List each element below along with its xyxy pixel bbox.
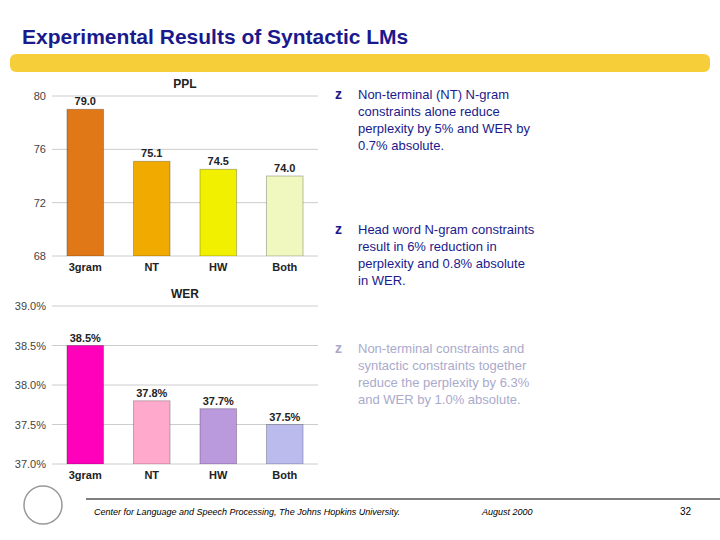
bars xyxy=(67,109,303,256)
bar xyxy=(200,409,237,464)
y-tick-label: 72 xyxy=(34,197,46,209)
chart-title: WER xyxy=(171,287,199,301)
grid-line xyxy=(52,306,318,307)
y-tick-label: 68 xyxy=(34,250,46,262)
bullet-char: z xyxy=(335,221,342,237)
bullet-line: Non-terminal constraints and xyxy=(358,341,524,356)
bullet-text: Non-terminal (NT) N-gram constraints alon… xyxy=(358,87,530,153)
data-label: 38.5% xyxy=(70,332,101,344)
bullet-line: reduce the perplexity by 6.3% xyxy=(358,375,530,390)
bar-chart: PPL 68 72 76 80 79.0 75.1 74.5 74.0 3gram NT HW Both xyxy=(34,77,318,273)
y-tick-label: 80 xyxy=(34,90,46,102)
bullet-line: result in 6% reduction in xyxy=(358,239,497,254)
bar xyxy=(266,425,303,465)
bar xyxy=(67,346,104,465)
x-tick-label: 3gram xyxy=(69,261,102,273)
data-label: 37.8% xyxy=(136,387,167,399)
bullet-line: syntactic constraints together xyxy=(358,358,527,373)
title-highlight xyxy=(10,54,710,72)
data-label: 75.1 xyxy=(141,147,162,159)
footer-text: August 2000 xyxy=(481,507,533,517)
x-tick-label: NT xyxy=(144,261,159,273)
slide: Experimental Results of Syntactic LMs PPL… xyxy=(0,0,720,540)
data-label: 79.0 xyxy=(75,95,96,107)
bullet-text: Non-terminal constraints and syntactic co… xyxy=(358,341,530,407)
footer-text: Center for Language and Speech Processin… xyxy=(94,507,400,517)
chart-title: PPL xyxy=(173,77,196,91)
x-tick-label: 3gram xyxy=(69,469,102,481)
bullet-line: Non-terminal (NT) N-gram xyxy=(358,87,509,102)
bar xyxy=(133,161,170,256)
data-label: 37.7% xyxy=(203,395,234,407)
x-tick-label: HW xyxy=(209,261,228,273)
bar xyxy=(67,109,104,256)
data-label: 74.0 xyxy=(274,162,295,174)
x-tick-label: Both xyxy=(272,261,297,273)
bar xyxy=(266,176,303,256)
y-tick-label: 37.5% xyxy=(15,419,46,431)
logo xyxy=(24,486,62,524)
x-tick-label: HW xyxy=(209,469,228,481)
footer-text: 32 xyxy=(680,506,692,517)
bullet-line: in WER. xyxy=(358,273,406,288)
bullet-line: perplexity by 5% and WER by xyxy=(358,121,530,136)
bar-chart: WER 37.0% 37.5% 38.0% 38.5% 39.0% 38.5% 37.8% 37… xyxy=(15,287,318,481)
bullet-char: z xyxy=(335,340,342,356)
slide-title: Experimental Results of Syntactic LMs xyxy=(22,25,408,48)
bar xyxy=(200,169,237,256)
bullet-line: 0.7% absolute. xyxy=(358,138,444,153)
bullet-text: Head word N-gram constraints result in 6%… xyxy=(358,222,535,288)
y-tick-label: 37.0% xyxy=(15,458,46,470)
y-tick-label: 38.0% xyxy=(15,379,46,391)
y-tick-label: 38.5% xyxy=(15,340,46,352)
bars xyxy=(67,346,303,465)
bullet-line: constraints alone reduce xyxy=(358,104,500,119)
bullet-line: Head word N-gram constraints xyxy=(358,222,535,237)
y-tick-label: 76 xyxy=(34,143,46,155)
bullet-line: and WER by 1.0% absolute. xyxy=(358,392,521,407)
bullet-char: z xyxy=(335,86,342,102)
data-label: 74.5 xyxy=(208,155,229,167)
bullet-line: perplexity and 0.8% absolute xyxy=(358,256,525,271)
data-label: 37.5% xyxy=(269,411,300,423)
y-tick-label: 39.0% xyxy=(15,300,46,312)
x-tick-label: Both xyxy=(272,469,297,481)
bar xyxy=(133,401,170,464)
footer-line xyxy=(86,498,720,500)
x-tick-label: NT xyxy=(144,469,159,481)
